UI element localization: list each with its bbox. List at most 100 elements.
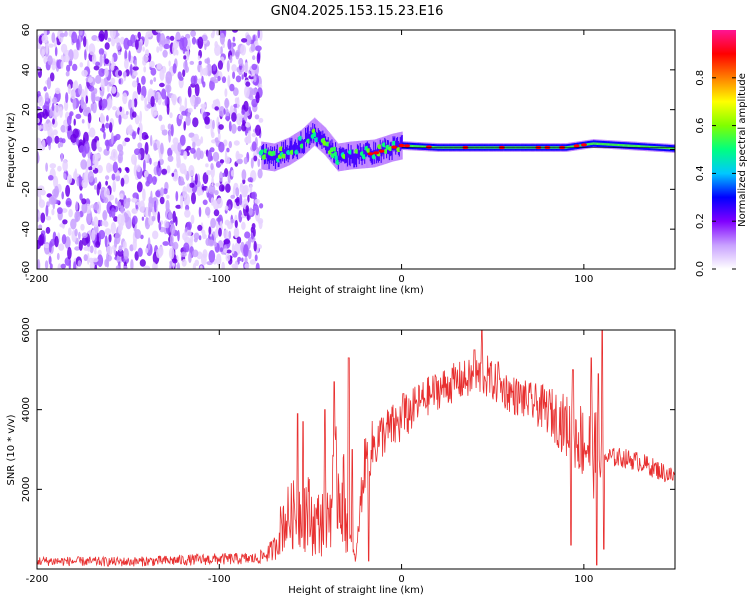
spectrogram-noise-cell: [107, 37, 112, 42]
spectrogram-noise-cell: [241, 169, 247, 181]
spectrogram-noise-cell: [137, 247, 143, 257]
spectrogram-signal-core: [357, 145, 359, 160]
spectrogram-noise-cell: [241, 109, 246, 115]
spectrogram-noise-cell: [190, 30, 197, 37]
spectrogram-noise-cell: [101, 98, 108, 109]
spectrogram-noise-cell: [235, 49, 240, 60]
spectrogram-signal-ridge: [417, 145, 419, 148]
spectrogram-noise-cell: [111, 36, 116, 47]
spectrogram-noise-cell: [223, 248, 228, 253]
spectrogram-noise-cell: [81, 198, 87, 205]
spectrogram-noise-cell: [226, 147, 230, 153]
spectrogram-noise-cell: [74, 168, 78, 178]
spectrogram-signal-core: [352, 149, 354, 164]
spectrogram-noise-cell: [232, 185, 236, 198]
spectrogram-noise-cell: [59, 106, 63, 118]
colorbar-tick-label: 0.8: [695, 70, 706, 86]
spectrogram-noise-cell: [37, 259, 41, 269]
spectrogram-noise-cell: [41, 34, 49, 44]
spectrogram-signal-ridge: [613, 143, 615, 146]
spectrogram-signal-ridge: [652, 145, 654, 149]
spectrogram-noise-cell: [119, 106, 123, 112]
spectrogram-noise-cell: [230, 194, 236, 199]
spectrogram-noise-cell: [187, 107, 193, 113]
spectrogram-noise-cell: [78, 231, 81, 240]
spectrogram-signal-ridge: [640, 145, 642, 148]
spectrogram-noise-cell: [212, 63, 217, 72]
spectrogram-noise-cell: [242, 185, 248, 197]
spectrogram-noise-cell: [218, 124, 224, 130]
spectrogram-noise-cell: [45, 215, 52, 221]
spectrogram-signal-core: [339, 146, 341, 161]
spectrogram-noise-cell: [241, 257, 244, 263]
spectrogram-noise-cell: [189, 60, 195, 65]
spectrogram-noise-cell: [46, 77, 52, 90]
snr-series-line: [37, 330, 675, 567]
spectrogram-noise-cell: [211, 176, 214, 187]
spectrogram-noise-cell: [54, 46, 58, 57]
spectrogram-noise-cell: [168, 60, 171, 67]
spectrogram-signal-ridge: [603, 143, 606, 146]
spectrogram-noise-cell: [59, 223, 65, 228]
spectrogram-noise-cell: [114, 37, 121, 45]
spectrogram-noise-cell: [162, 49, 168, 58]
spectrogram-noise-cell: [175, 204, 182, 209]
spectrogram-noise-cell: [48, 255, 52, 265]
spectrogram-noise-cell: [65, 184, 71, 197]
spectrogram-noise-cell: [245, 81, 251, 87]
spectrogram-noise-cell: [106, 139, 110, 152]
spectrogram-noise-cell: [158, 221, 162, 231]
spectrogram-noise-cell: [159, 68, 165, 81]
y-tick-label: 6000: [21, 317, 32, 342]
spectrogram-noise-cell: [50, 194, 57, 205]
spectrogram-noise-cell: [124, 58, 129, 70]
spectrogram-signal-core: [325, 139, 328, 154]
spectrogram-signal-ridge: [597, 142, 599, 145]
spectrogram-noise-cell: [68, 209, 73, 218]
spectrogram-noise-cell: [217, 75, 221, 82]
spectrogram-signal-core: [305, 127, 307, 142]
spectrogram-signal-core: [348, 151, 350, 165]
spectrogram-noise-cell: [245, 139, 252, 144]
spectrogram-noise-cell: [80, 223, 85, 231]
spectrogram-noise-cell: [38, 111, 45, 118]
spectrogram-noise-cell: [255, 262, 260, 269]
y-tick-label: -20: [21, 181, 32, 197]
spectrogram-noise-cell: [241, 38, 248, 43]
spectrogram-noise-cell: [126, 125, 133, 135]
colorbar-tick-label: 0.6: [695, 118, 706, 134]
spectrogram-noise-cell: [255, 124, 261, 136]
spectrogram-signal-core: [305, 132, 308, 147]
spectrogram-signal-core: [269, 149, 271, 164]
spectrogram-noise-cell: [110, 77, 116, 85]
spectrogram-noise-cell: [179, 115, 184, 120]
spectrogram-noise-cell: [133, 71, 138, 77]
spectrogram-noise-cell: [253, 75, 257, 83]
spectrogram-noise-cell: [143, 159, 146, 172]
spectrogram-signal-ridge: [645, 145, 647, 148]
spectrogram-signal-ridge: [641, 145, 643, 148]
spectrogram-noise-cell: [195, 138, 202, 147]
spectrogram-noise-cell: [155, 30, 163, 33]
spectrogram-noise-cell: [236, 236, 242, 244]
spectrogram-noise-cell: [127, 197, 131, 203]
spectrogram-noise-cell: [243, 244, 249, 258]
spectrogram-noise-cell: [219, 247, 224, 253]
spectrogram-noise-cell: [214, 190, 219, 196]
spectrogram-noise-cell: [175, 191, 179, 202]
spectrogram-noise-cell: [93, 203, 100, 211]
spectrogram-signal-ridge: [586, 143, 588, 146]
spectrogram-noise-cell: [164, 95, 168, 106]
spectrogram-noise-cell: [186, 221, 192, 231]
spectrogram-noise-cell: [148, 206, 151, 218]
spectrogram-noise-cell: [204, 42, 207, 51]
spectrogram-noise-cell: [156, 248, 163, 259]
spectrogram-noise-cell: [51, 208, 55, 216]
spectrogram-signal-ridge: [623, 144, 625, 147]
spectrogram-noise-cell: [183, 150, 188, 160]
spectrogram-noise-cell: [182, 186, 187, 199]
spectrogram-noise-cell: [192, 249, 199, 258]
spectrogram-noise-cell: [120, 205, 125, 214]
spectrogram-signal-core: [304, 139, 306, 153]
spectrogram-noise-cell: [94, 176, 98, 184]
